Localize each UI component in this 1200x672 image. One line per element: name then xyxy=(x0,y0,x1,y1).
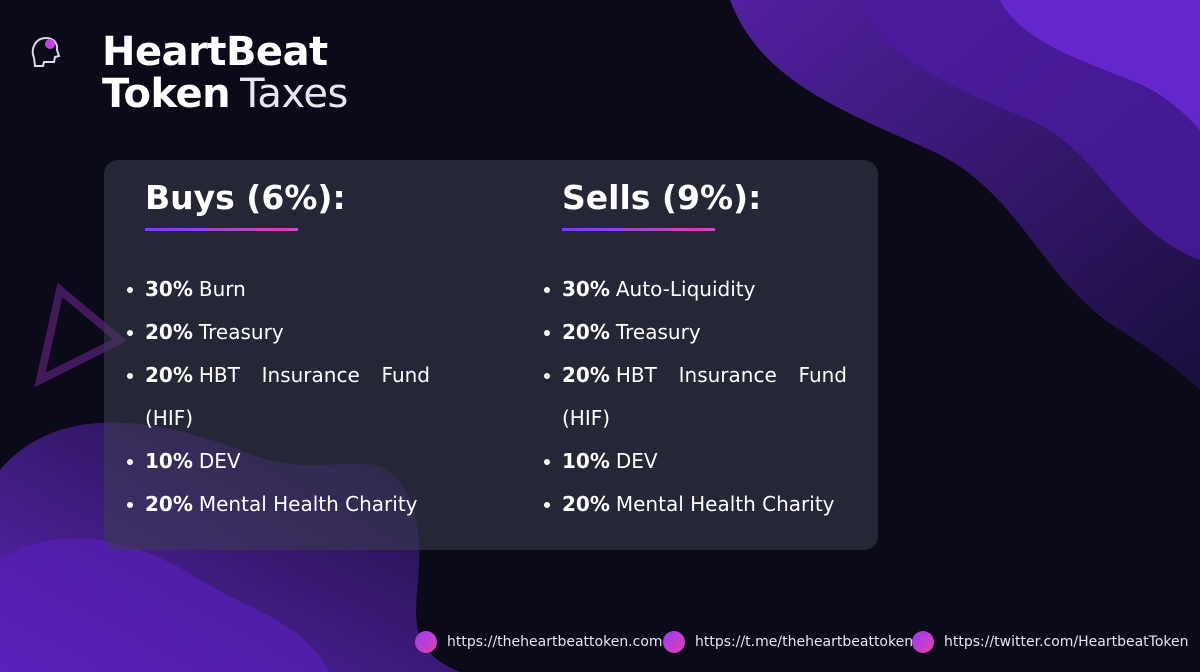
tax-percent: 20% xyxy=(145,492,193,516)
link-text: https://t.me/theheartbeattoken xyxy=(695,634,914,650)
tax-percent: 10% xyxy=(145,449,193,473)
title-bold: Token xyxy=(102,71,231,117)
link-text: https://theheartbeattoken.com xyxy=(447,634,663,650)
tax-label: Auto-Liquidity xyxy=(615,277,756,301)
tax-item: 30% Burn xyxy=(127,268,430,311)
tax-list: 30% Auto-Liquidity 20% Treasury 20% HBT Insur… xyxy=(544,268,847,526)
tax-label: Mental Health Charity xyxy=(198,492,418,516)
heading-underline xyxy=(562,228,715,231)
tax-label: DEV xyxy=(198,449,241,473)
column-heading: Sells (9%): xyxy=(562,178,762,217)
link-icon xyxy=(912,631,934,653)
tax-item: 20% Mental Health Charity xyxy=(544,483,847,526)
tax-item: 20% Mental Health Charity xyxy=(127,483,430,526)
tax-label: HBT Insurance Fund (HIF) xyxy=(562,363,847,430)
tax-list: 30% Burn 20% Treasury 20% HBT Insurance Fund … xyxy=(127,268,430,526)
tax-item: 20% HBT Insurance Fund (HIF) xyxy=(544,354,847,440)
footer-link[interactable]: https://theheartbeattoken.com xyxy=(415,631,663,653)
column-heading: Buys (6%): xyxy=(145,178,346,217)
tax-label: HBT Insurance Fund (HIF) xyxy=(145,363,430,430)
tax-percent: 30% xyxy=(562,277,610,301)
heading-underline xyxy=(145,228,298,231)
tax-item: 20% Treasury xyxy=(127,311,430,354)
tax-label: Mental Health Charity xyxy=(615,492,835,516)
tax-item: 20% Treasury xyxy=(544,311,847,354)
title-light: Taxes xyxy=(240,71,348,117)
tax-percent: 30% xyxy=(145,277,193,301)
title-line-1: HeartBeat xyxy=(102,29,328,75)
tax-percent: 20% xyxy=(562,320,610,344)
tax-item: 20% HBT Insurance Fund (HIF) xyxy=(127,354,430,440)
tax-percent: 20% xyxy=(145,320,193,344)
tax-percent: 20% xyxy=(145,363,193,387)
tax-label: Treasury xyxy=(615,320,701,344)
tax-label: DEV xyxy=(615,449,658,473)
link-icon xyxy=(663,631,685,653)
link-icon xyxy=(415,631,437,653)
tax-item: 10% DEV xyxy=(127,440,430,483)
tax-item: 10% DEV xyxy=(544,440,847,483)
tax-card xyxy=(104,160,878,550)
tax-percent: 10% xyxy=(562,449,610,473)
title-line-2: Token Taxes xyxy=(102,72,348,116)
footer-link[interactable]: https://twitter.com/HeartbeatToken xyxy=(912,631,1189,653)
tax-percent: 20% xyxy=(562,492,610,516)
tax-percent: 20% xyxy=(562,363,610,387)
tax-label: Treasury xyxy=(198,320,284,344)
tax-label: Burn xyxy=(198,277,246,301)
footer-link[interactable]: https://t.me/theheartbeattoken xyxy=(663,631,913,653)
tax-item: 30% Auto-Liquidity xyxy=(544,268,847,311)
link-text: https://twitter.com/HeartbeatToken xyxy=(944,634,1189,650)
